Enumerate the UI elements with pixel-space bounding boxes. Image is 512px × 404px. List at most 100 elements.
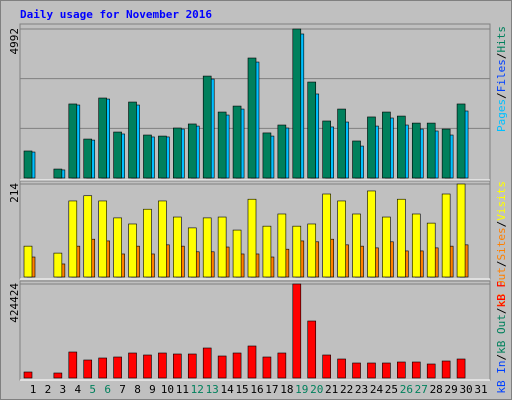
bar — [128, 352, 137, 379]
x-tick-label: 26 — [400, 383, 413, 396]
bar — [173, 353, 182, 379]
x-tick-label: 1 — [30, 383, 37, 396]
bar — [53, 372, 63, 379]
bar — [113, 217, 122, 278]
legend: kB Out/Sites/Visits — [495, 181, 508, 307]
bar — [247, 198, 257, 278]
bar — [382, 216, 391, 278]
bar — [382, 111, 391, 179]
legend-entry: kB Out — [495, 314, 508, 354]
bar — [143, 134, 152, 179]
bar — [247, 345, 257, 379]
legend: kB In/kB Out/kB F — [495, 281, 508, 394]
bar — [247, 57, 257, 179]
legend-separator: / — [495, 221, 508, 228]
x-tick-label: 12 — [191, 383, 204, 396]
bar — [68, 103, 78, 179]
legend-entry: Sites — [495, 227, 508, 260]
legend-separator: / — [495, 354, 508, 361]
x-tick-label: 19 — [295, 383, 308, 396]
bar — [158, 352, 167, 379]
x-tick-label: 29 — [445, 383, 458, 396]
x-tick-label: 7 — [119, 383, 126, 396]
legend-separator: / — [495, 261, 508, 268]
bar — [143, 208, 152, 278]
x-tick-label: 28 — [430, 383, 443, 396]
bar — [426, 122, 436, 179]
bar — [456, 183, 466, 278]
bar — [337, 200, 346, 278]
bar — [456, 358, 466, 379]
bar — [202, 75, 212, 179]
x-tick-label: 9 — [149, 383, 156, 396]
bar — [98, 357, 107, 379]
x-tick-label: 14 — [221, 383, 235, 396]
bar — [337, 358, 346, 379]
bar — [187, 123, 197, 179]
x-tick-label: 23 — [355, 383, 368, 396]
bar — [83, 138, 93, 179]
bar — [68, 351, 78, 379]
bar — [262, 356, 272, 379]
bar — [202, 217, 212, 278]
x-tick-label: 27 — [415, 383, 428, 396]
y-tick-label: 214 — [8, 183, 21, 203]
bar — [307, 81, 317, 179]
bar — [441, 360, 451, 379]
legend-entry: Hits — [495, 26, 508, 53]
x-tick-label: 24 — [370, 383, 384, 396]
bar — [367, 190, 376, 278]
x-tick-label: 16 — [250, 383, 263, 396]
legend-separator: / — [495, 53, 508, 60]
bar — [232, 105, 242, 179]
bar — [352, 140, 361, 179]
bar — [53, 252, 63, 278]
bar — [173, 127, 182, 179]
legend-entry: Visits — [495, 181, 508, 221]
bar — [322, 354, 331, 379]
bar — [352, 362, 361, 379]
bar — [307, 320, 317, 379]
bar — [292, 225, 302, 278]
x-tick-label: 4 — [74, 383, 81, 396]
bar — [128, 101, 137, 179]
bar — [292, 283, 302, 379]
bar — [232, 229, 242, 278]
bar — [23, 150, 33, 179]
bar — [158, 200, 167, 278]
x-tick-label: 3 — [60, 383, 67, 396]
bar — [113, 356, 122, 379]
x-tick-label: 21 — [325, 383, 338, 396]
bar — [23, 245, 33, 278]
legend: Pages/Files/Hits — [495, 26, 508, 132]
bar — [441, 128, 451, 179]
bar — [411, 213, 421, 278]
bar — [367, 362, 376, 379]
bar — [307, 223, 317, 278]
bar — [397, 361, 406, 379]
x-tick-label: 8 — [134, 383, 141, 396]
bar — [397, 198, 406, 278]
legend-separator: / — [495, 308, 508, 315]
bar — [202, 347, 212, 379]
bar — [456, 103, 466, 179]
bar — [277, 124, 287, 179]
x-tick-label: 31 — [474, 383, 487, 396]
x-tick-label: 6 — [104, 383, 111, 396]
x-tick-label: 13 — [206, 383, 219, 396]
bar — [426, 222, 436, 278]
x-tick-label: 18 — [280, 383, 293, 396]
bar — [322, 120, 331, 179]
bar — [441, 193, 451, 278]
bar — [217, 111, 227, 179]
bar — [277, 213, 287, 278]
bar — [337, 108, 346, 179]
bar — [23, 371, 33, 379]
x-tick-label: 25 — [385, 383, 398, 396]
bar — [113, 131, 122, 179]
bar — [68, 200, 78, 278]
bar — [411, 361, 421, 379]
bar — [98, 97, 107, 179]
bar — [262, 132, 272, 179]
